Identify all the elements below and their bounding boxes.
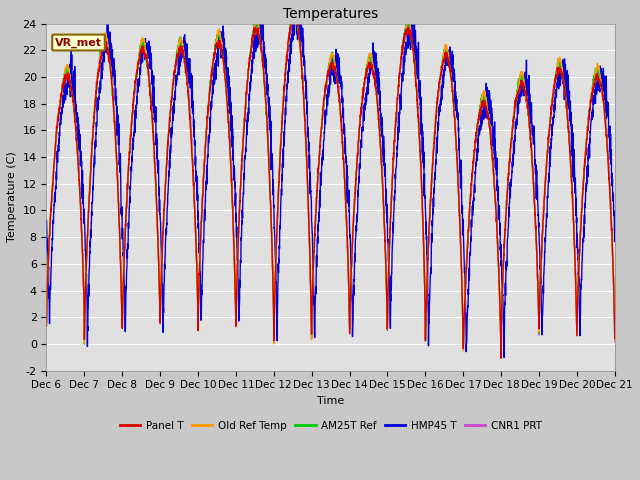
AM25T Ref [497, 355, 505, 360]
Line: AM25T Ref: AM25T Ref [47, 8, 615, 358]
AM25T Ref [260, 84, 268, 90]
Old Ref Temp [285, 35, 293, 40]
Old Ref Temp [291, 1, 298, 7]
CNR1 PRT [43, 320, 51, 325]
HMP45 T [285, 57, 293, 62]
Panel T [108, 74, 115, 80]
Panel T [141, 54, 149, 60]
HMP45 T [43, 217, 51, 223]
CNR1 PRT [108, 71, 115, 76]
Old Ref Temp [43, 320, 51, 325]
Panel T [290, 10, 298, 15]
Panel T [611, 336, 619, 341]
CNR1 PRT [291, 7, 299, 13]
Old Ref Temp [497, 350, 505, 356]
Panel T [285, 33, 293, 39]
AM25T Ref [291, 5, 298, 11]
Old Ref Temp [108, 74, 115, 80]
Old Ref Temp [611, 337, 619, 343]
Panel T [43, 324, 51, 329]
CNR1 PRT [539, 223, 547, 229]
Panel T [497, 355, 505, 361]
HMP45 T [611, 233, 619, 239]
AM25T Ref [611, 335, 619, 341]
CNR1 PRT [285, 39, 293, 45]
Line: Old Ref Temp: Old Ref Temp [47, 4, 615, 353]
Line: Panel T: Panel T [47, 12, 615, 358]
CNR1 PRT [497, 352, 505, 358]
HMP45 T [260, 44, 268, 49]
Old Ref Temp [141, 40, 149, 46]
Panel T [600, 100, 608, 106]
AM25T Ref [539, 226, 547, 232]
Title: Temperatures: Temperatures [283, 7, 378, 21]
AM25T Ref [43, 320, 51, 326]
AM25T Ref [285, 35, 293, 41]
Line: CNR1 PRT: CNR1 PRT [47, 10, 615, 355]
X-axis label: Time: Time [317, 396, 344, 406]
HMP45 T [539, 306, 547, 312]
AM25T Ref [108, 74, 115, 80]
Old Ref Temp [260, 79, 268, 84]
Old Ref Temp [539, 225, 547, 230]
AM25T Ref [600, 103, 608, 109]
HMP45 T [500, 355, 508, 360]
AM25T Ref [141, 50, 149, 56]
Old Ref Temp [600, 104, 608, 109]
Text: VR_met: VR_met [55, 37, 102, 48]
Line: HMP45 T: HMP45 T [47, 3, 615, 358]
HMP45 T [108, 64, 115, 70]
HMP45 T [296, 0, 303, 6]
Panel T [539, 224, 547, 230]
CNR1 PRT [141, 54, 149, 60]
HMP45 T [141, 55, 149, 61]
Legend: Panel T, Old Ref Temp, AM25T Ref, HMP45 T, CNR1 PRT: Panel T, Old Ref Temp, AM25T Ref, HMP45 … [115, 417, 546, 435]
Y-axis label: Temperature (C): Temperature (C) [7, 152, 17, 242]
CNR1 PRT [611, 338, 619, 344]
HMP45 T [600, 81, 608, 86]
CNR1 PRT [260, 74, 268, 80]
Panel T [260, 79, 268, 84]
CNR1 PRT [600, 96, 608, 102]
